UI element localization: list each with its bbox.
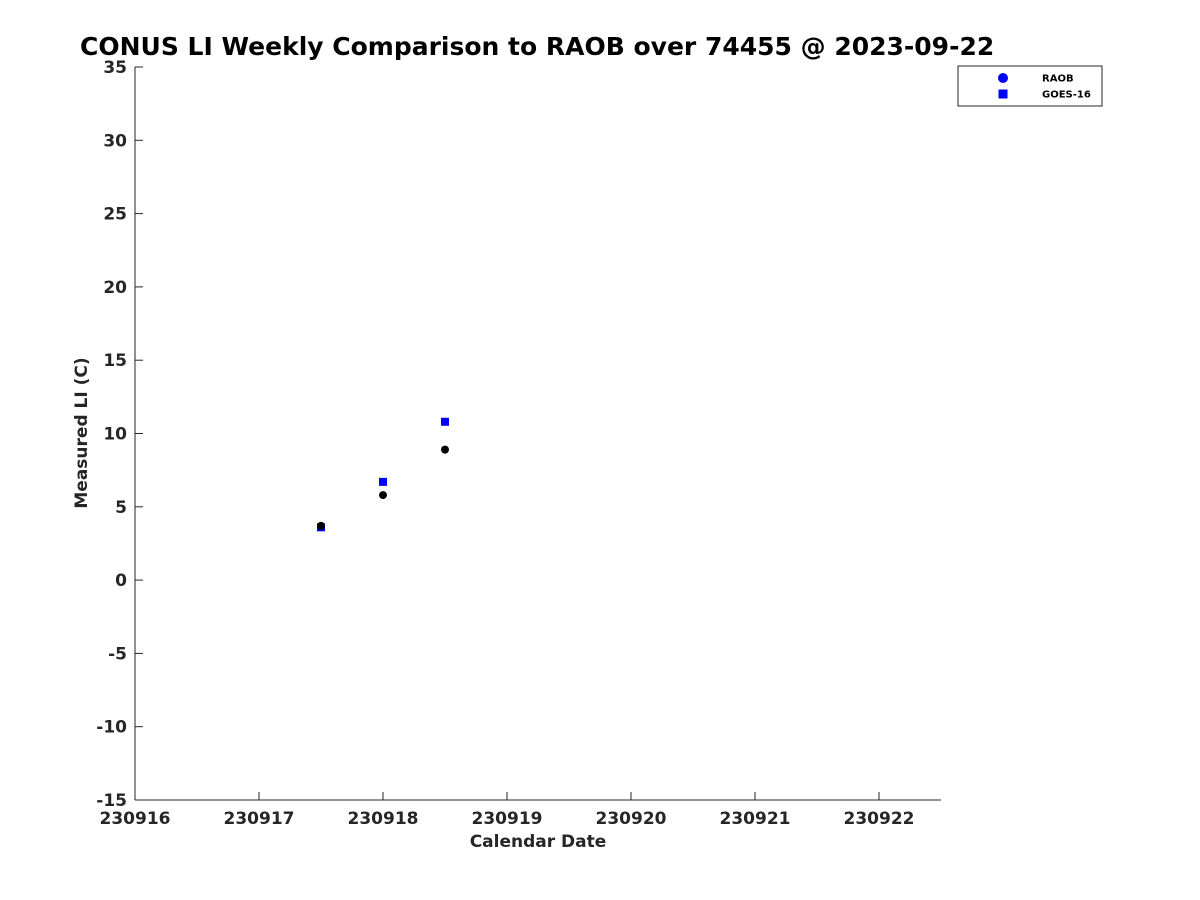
y-tick-label: -10 bbox=[96, 718, 127, 738]
x-tick-label: 230919 bbox=[472, 809, 543, 829]
x-tick-label: 230917 bbox=[224, 809, 295, 829]
x-tick-label: 230918 bbox=[348, 809, 419, 829]
y-tick-label: -15 bbox=[96, 791, 127, 811]
y-tick-label: 35 bbox=[103, 58, 127, 78]
x-tick-label: 230916 bbox=[100, 809, 171, 829]
x-tick-label: 230921 bbox=[720, 809, 791, 829]
raob-point bbox=[441, 445, 449, 454]
x-tick-label: 230922 bbox=[844, 809, 915, 829]
x-tick-label: 230920 bbox=[596, 809, 667, 829]
raob-point bbox=[317, 521, 325, 530]
y-tick-label: 15 bbox=[103, 351, 127, 371]
legend-marker-goes16 bbox=[998, 89, 1008, 99]
legend-label: GOES-16 bbox=[1042, 90, 1091, 101]
legend-box bbox=[957, 65, 1103, 107]
goes16-point bbox=[379, 477, 387, 486]
y-axis-label: Measured LI (C) bbox=[72, 357, 92, 508]
x-axis-label: Calendar Date bbox=[470, 832, 607, 852]
y-tick-label: -5 bbox=[108, 644, 127, 664]
legend: RAOB GOES-16 bbox=[957, 65, 1103, 107]
chart-title: CONUS LI Weekly Comparison to RAOB over … bbox=[80, 32, 994, 61]
y-tick-label: 20 bbox=[103, 278, 127, 298]
plot-axes: 230916 230917 230918 230919 230920 230921 2309… bbox=[96, 58, 941, 829]
y-tick-label: 25 bbox=[103, 205, 127, 225]
legend-marker-raob bbox=[998, 73, 1008, 83]
y-tick-label: 0 bbox=[115, 571, 127, 591]
raob-point bbox=[379, 491, 387, 500]
y-tick-label: 5 bbox=[115, 498, 127, 518]
legend-label: RAOB bbox=[1042, 74, 1074, 85]
y-tick-label: 30 bbox=[103, 131, 127, 151]
plot-marks bbox=[317, 417, 449, 532]
y-tick-label: 10 bbox=[103, 425, 127, 445]
goes16-point bbox=[441, 417, 449, 426]
